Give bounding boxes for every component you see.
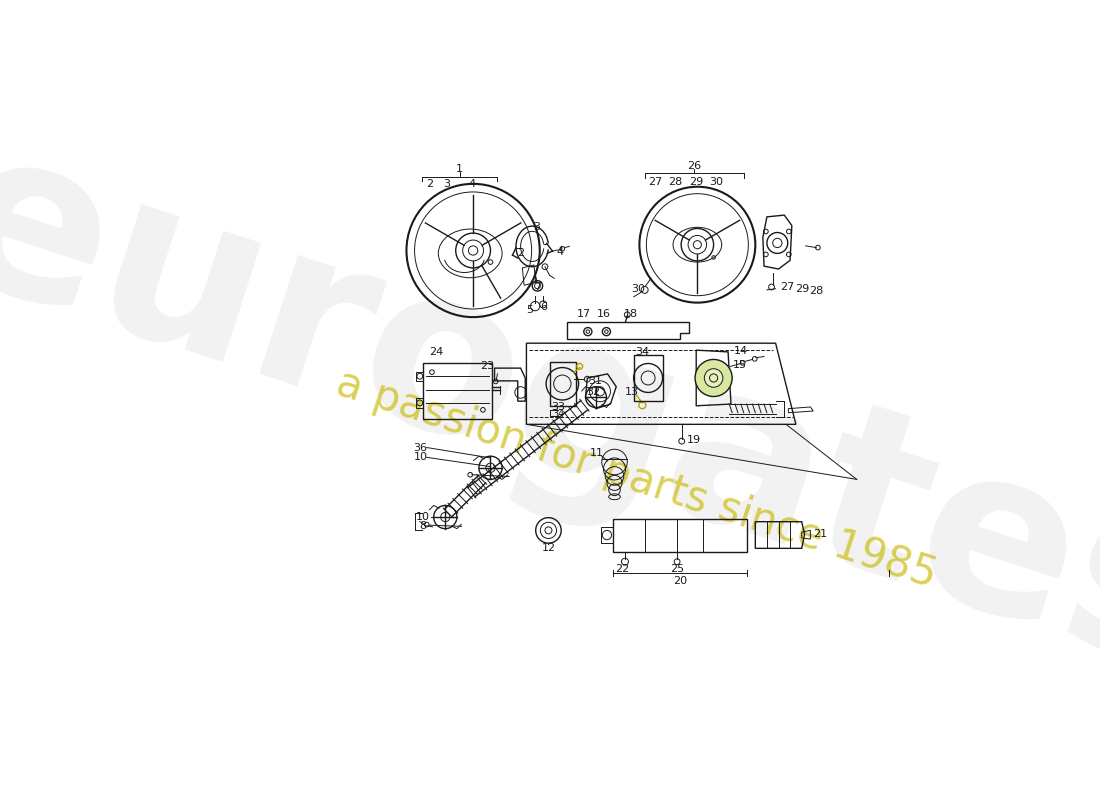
Text: 13: 13 [625,387,639,398]
Text: 10: 10 [414,452,428,462]
Text: 24: 24 [429,347,443,357]
Text: 3: 3 [534,222,540,232]
Text: 30: 30 [631,284,646,294]
Text: 17: 17 [578,310,592,319]
Text: 18: 18 [624,310,638,319]
Text: 27: 27 [780,282,794,292]
Text: 11: 11 [590,448,604,458]
Text: 29: 29 [795,284,810,294]
Text: 5: 5 [526,305,532,315]
Text: 10: 10 [416,512,430,522]
Text: 2: 2 [426,179,433,189]
Text: 21: 21 [813,530,827,539]
Text: 4: 4 [557,247,563,258]
Text: eurogates: eurogates [0,108,1100,723]
Text: 8: 8 [420,521,427,530]
Text: 32: 32 [586,387,601,398]
Text: 23: 23 [480,362,494,371]
Circle shape [695,359,733,397]
Text: 12: 12 [541,542,556,553]
Text: 27: 27 [648,177,662,187]
Text: 16: 16 [596,310,611,319]
Text: 22: 22 [615,564,629,574]
Text: 1: 1 [456,164,463,174]
Text: 3: 3 [443,179,451,189]
Text: 15: 15 [733,360,747,370]
Text: 34: 34 [636,347,649,357]
Text: 28: 28 [810,286,824,296]
Text: 28: 28 [669,177,683,187]
Text: 31: 31 [587,376,602,386]
Text: 20: 20 [673,576,688,586]
Text: 19: 19 [686,435,701,445]
Text: 29: 29 [689,177,703,187]
Text: 6: 6 [540,302,548,312]
Text: 26: 26 [688,161,702,171]
Text: 30: 30 [710,177,723,187]
Text: a passion for parts since 1985: a passion for parts since 1985 [331,362,942,597]
Text: 36: 36 [414,442,428,453]
Text: 33: 33 [551,402,565,412]
Text: 7: 7 [535,282,541,292]
Text: 34: 34 [552,410,564,419]
Text: 4: 4 [469,179,475,189]
Text: 2: 2 [517,248,525,258]
Circle shape [704,369,723,387]
Text: 25: 25 [670,564,684,574]
Text: 14: 14 [734,346,748,356]
